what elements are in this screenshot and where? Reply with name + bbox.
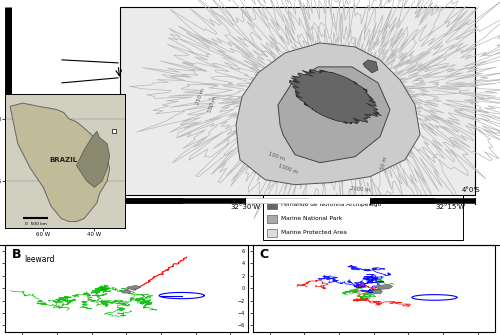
Text: 250 m: 250 m xyxy=(195,88,205,106)
Text: 500 m: 500 m xyxy=(207,96,218,114)
Polygon shape xyxy=(278,67,390,163)
FancyBboxPatch shape xyxy=(267,201,277,209)
Polygon shape xyxy=(121,290,132,293)
FancyBboxPatch shape xyxy=(120,7,475,195)
FancyBboxPatch shape xyxy=(263,195,463,240)
Text: C: C xyxy=(260,248,269,261)
Text: Marine Protected Area: Marine Protected Area xyxy=(281,230,347,235)
Text: 4°0'S: 4°0'S xyxy=(462,187,480,193)
Polygon shape xyxy=(126,286,140,289)
Text: Marine National Park: Marine National Park xyxy=(281,216,342,221)
Text: 32°15'W: 32°15'W xyxy=(435,204,465,210)
Text: 3000 m: 3000 m xyxy=(390,199,410,206)
Text: 32°30'W: 32°30'W xyxy=(230,204,260,210)
Polygon shape xyxy=(363,60,378,73)
Polygon shape xyxy=(236,43,420,185)
Text: 0  500 km: 0 500 km xyxy=(24,222,46,226)
Text: 100 m: 100 m xyxy=(268,151,285,162)
Polygon shape xyxy=(10,103,110,221)
Polygon shape xyxy=(290,70,382,124)
Text: 2000 m: 2000 m xyxy=(350,186,370,193)
Text: B: B xyxy=(12,248,22,261)
Text: leeward: leeward xyxy=(24,255,55,264)
Text: BRAZIL: BRAZIL xyxy=(50,157,78,163)
Text: 50 m: 50 m xyxy=(380,155,388,170)
Text: 1000 m: 1000 m xyxy=(278,163,299,175)
Text: Fernando de Noronha Archipelago: Fernando de Noronha Archipelago xyxy=(281,202,381,207)
FancyBboxPatch shape xyxy=(267,215,277,222)
Polygon shape xyxy=(76,131,110,187)
FancyBboxPatch shape xyxy=(267,228,277,237)
Polygon shape xyxy=(376,284,393,289)
Polygon shape xyxy=(372,289,382,294)
